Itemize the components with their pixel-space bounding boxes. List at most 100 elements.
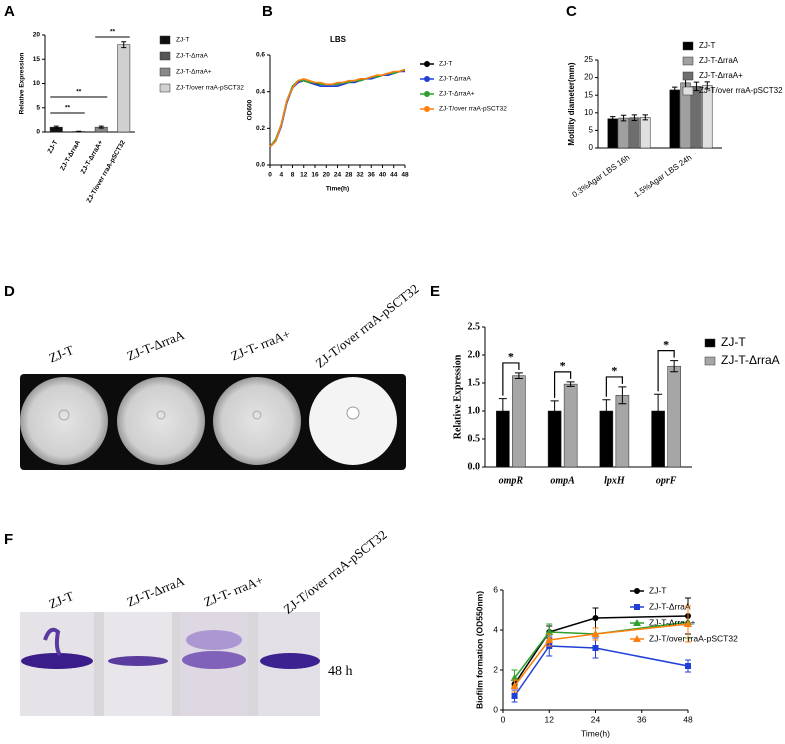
series-line bbox=[513, 645, 689, 697]
y-tick-label: 0.4 bbox=[256, 88, 265, 95]
legend-label: ZJ-T/over rraA-pSCT32 bbox=[649, 633, 738, 643]
error-bar bbox=[670, 360, 679, 373]
bar bbox=[117, 44, 131, 133]
x-tick-label: 40 bbox=[379, 172, 387, 179]
significance-label: * bbox=[508, 350, 514, 364]
marker bbox=[510, 674, 519, 681]
significance-label: * bbox=[663, 337, 669, 351]
error-bar bbox=[618, 386, 627, 405]
legend-marker bbox=[633, 635, 641, 642]
chart-title: LBS bbox=[330, 35, 347, 44]
y-tick-label: 0 bbox=[493, 704, 498, 714]
marker bbox=[545, 628, 554, 635]
plate-photo bbox=[20, 374, 406, 470]
legend-label: ZJ-T-ΔrraA+ bbox=[649, 617, 696, 627]
colony bbox=[58, 409, 70, 421]
x-tick-label: 44 bbox=[390, 172, 398, 179]
bar bbox=[669, 89, 680, 149]
colony bbox=[252, 410, 262, 420]
x-tick-label: 4 bbox=[279, 172, 283, 179]
marker bbox=[684, 620, 692, 627]
legend-swatch bbox=[159, 67, 171, 77]
photo-label: ZJ-T- rraA+ bbox=[229, 326, 293, 363]
legend-swatch bbox=[682, 56, 694, 66]
legend-marker bbox=[424, 76, 430, 82]
x-tick-label: 0.3%Agar LBS 16h bbox=[570, 153, 631, 199]
colony bbox=[346, 406, 360, 420]
error-bar bbox=[642, 114, 648, 121]
legend-marker bbox=[424, 61, 430, 67]
y-tick-label: 0.6 bbox=[256, 52, 265, 59]
x-tick-label: 48 bbox=[683, 714, 693, 724]
significance-bracket bbox=[502, 362, 520, 396]
y-axis-label: Relative Expression bbox=[19, 53, 26, 115]
biofilm-ring bbox=[182, 651, 246, 669]
error-bar bbox=[693, 81, 700, 92]
y-tick-label: 1.0 bbox=[468, 405, 481, 416]
error-bar bbox=[498, 398, 507, 424]
photo-time: 48 h bbox=[328, 664, 353, 679]
error-bar bbox=[53, 125, 59, 129]
x-tick-label: 12 bbox=[300, 172, 308, 179]
x-tick-label: 48 bbox=[401, 172, 409, 179]
x-tick-label: oprF bbox=[656, 475, 677, 486]
y-axis-label: Relative Expression bbox=[452, 354, 463, 439]
y-tick-label: 10 bbox=[33, 80, 41, 87]
y-tick-label: 25 bbox=[584, 55, 593, 64]
marker bbox=[592, 645, 599, 651]
legend-label: ZJ-T bbox=[699, 41, 716, 50]
legend-swatch bbox=[704, 338, 716, 348]
x-tick-label: ZJ-T-ΔrraA+ bbox=[80, 139, 105, 175]
y-tick-label: 15 bbox=[584, 90, 593, 99]
error-bar bbox=[654, 393, 663, 429]
photo-label: ZJ-T/over rraA-pSCT32 bbox=[280, 527, 389, 617]
legend-marker bbox=[634, 588, 640, 594]
x-tick-label: 36 bbox=[368, 172, 376, 179]
plate bbox=[117, 377, 205, 465]
legend-label: ZJ-T bbox=[439, 61, 452, 68]
x-tick-label: 8 bbox=[291, 172, 295, 179]
panel-letter: A bbox=[4, 3, 15, 20]
panel-letter: E bbox=[430, 283, 440, 300]
y-tick-label: 1.5 bbox=[468, 377, 481, 388]
legend-swatch bbox=[159, 51, 171, 61]
error-bar bbox=[610, 116, 616, 122]
bar bbox=[640, 117, 651, 149]
biofilm-ring bbox=[21, 653, 93, 669]
x-tick-label: 16 bbox=[311, 172, 319, 179]
y-tick-label: 2.0 bbox=[468, 349, 481, 360]
y-tick-label: 0.2 bbox=[256, 125, 265, 132]
legend-label: ZJ-T-ΔrraA+ bbox=[176, 69, 212, 76]
bar bbox=[563, 383, 578, 468]
legend-swatch bbox=[682, 71, 694, 81]
y-tick-label: 20 bbox=[33, 32, 41, 39]
y-tick-label: 0.5 bbox=[468, 433, 481, 444]
significance-label: ** bbox=[76, 89, 82, 96]
series-line bbox=[269, 68, 406, 148]
x-tick-label: ZJ-T/over rraA-pSCT32 bbox=[86, 139, 128, 204]
significance-label: ** bbox=[65, 105, 71, 112]
error-bar bbox=[602, 399, 611, 423]
x-tick-label: 12 bbox=[545, 714, 555, 724]
photo-label: ZJ-T/over rraA-pSCT32 bbox=[312, 281, 421, 371]
marker bbox=[591, 630, 600, 637]
y-tick-label: 10 bbox=[584, 108, 593, 117]
photo-label: ZJ-T- rraA+ bbox=[202, 572, 266, 609]
photo-background bbox=[20, 374, 406, 470]
plate bbox=[20, 377, 108, 465]
marker bbox=[545, 636, 554, 643]
error-bar bbox=[121, 41, 127, 49]
biofilm-ring bbox=[260, 653, 320, 669]
marker bbox=[510, 682, 519, 689]
bar bbox=[512, 375, 526, 468]
biofilm-ring bbox=[186, 630, 242, 650]
photo-label: ZJ-T bbox=[47, 588, 76, 611]
x-tick-label: 20 bbox=[323, 172, 331, 179]
x-axis-label: Time(h) bbox=[326, 186, 349, 193]
legend-label: ZJ-T bbox=[721, 335, 746, 349]
panel-letter: C bbox=[566, 3, 577, 20]
marker bbox=[685, 663, 691, 669]
y-tick-label: 0 bbox=[36, 129, 40, 136]
x-tick-label: 28 bbox=[345, 172, 353, 179]
